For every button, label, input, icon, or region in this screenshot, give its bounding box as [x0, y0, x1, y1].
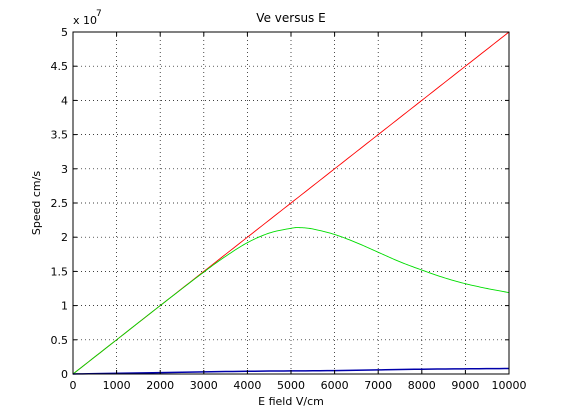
x-tick-label: 0	[70, 379, 77, 392]
chart-title: Ve versus E	[256, 11, 325, 25]
y-tick-label: 3	[61, 163, 68, 176]
y-tick-label: 3.5	[51, 129, 69, 142]
y-exponent-power: 7	[96, 9, 102, 19]
y-tick-label: 0	[61, 368, 68, 381]
x-tick-label: 4000	[233, 379, 261, 392]
y-axis-label: Speed cm/s	[30, 171, 43, 235]
x-tick-label: 1000	[103, 379, 131, 392]
x-tick-label: 10000	[492, 379, 527, 392]
y-tick-label: 4	[61, 94, 68, 107]
series-line-2	[72, 227, 510, 375]
y-tick-label: 1	[61, 300, 68, 313]
x-tick-label: 9000	[451, 379, 479, 392]
x-tick-label: 7000	[364, 379, 392, 392]
x-tick-label: 6000	[321, 379, 349, 392]
y-tick-label: 1.5	[51, 265, 69, 278]
ticks: 0 1000 2000 3000 4000 5000 6000 7000 8000 9000 100…	[51, 26, 527, 392]
y-tick-label: 2.5	[51, 197, 69, 210]
grid-lines	[73, 32, 509, 374]
y-tick-label: 2	[61, 231, 68, 244]
y-tick-label: 4.5	[51, 60, 69, 73]
y-tick-label: 0.5	[51, 334, 69, 347]
x-tick-label: 2000	[146, 379, 174, 392]
x-tick-label: 8000	[408, 379, 436, 392]
x-tick-label: 3000	[190, 379, 218, 392]
y-tick-label: 5	[61, 26, 68, 39]
x-axis-label: E field V/cm	[258, 395, 324, 408]
x-tick-label: 5000	[277, 379, 305, 392]
y-exponent-label: x 10	[73, 14, 97, 27]
